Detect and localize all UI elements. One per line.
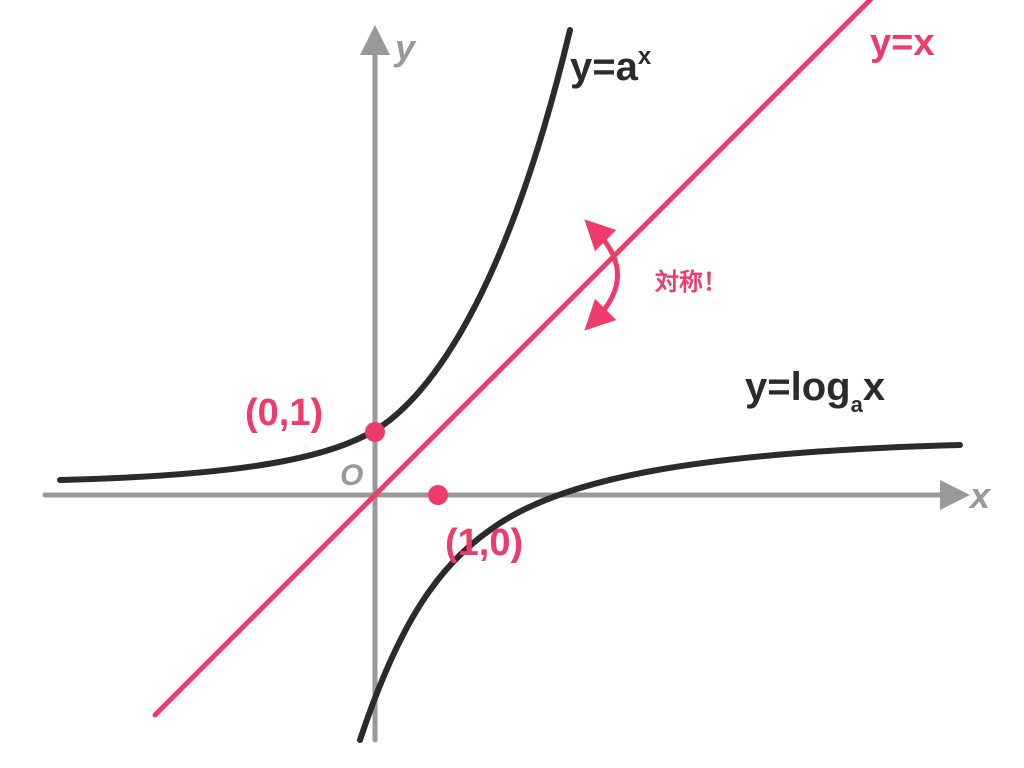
graph-canvas: yxOy=axy=logaxy=x対称！(0,1)(1,0): [0, 0, 1024, 768]
y-axis-label: y: [393, 27, 417, 68]
origin-label: O: [340, 459, 363, 492]
point-1-0: [428, 485, 448, 505]
symmetry-label: 対称！: [655, 269, 727, 296]
point-1-0-label: (1,0): [445, 522, 523, 564]
x-axis-label: x: [968, 475, 992, 516]
identity-line-label: y=x: [870, 22, 934, 64]
point-0-1-label: (0,1): [245, 392, 323, 434]
point-0-1: [365, 422, 385, 442]
